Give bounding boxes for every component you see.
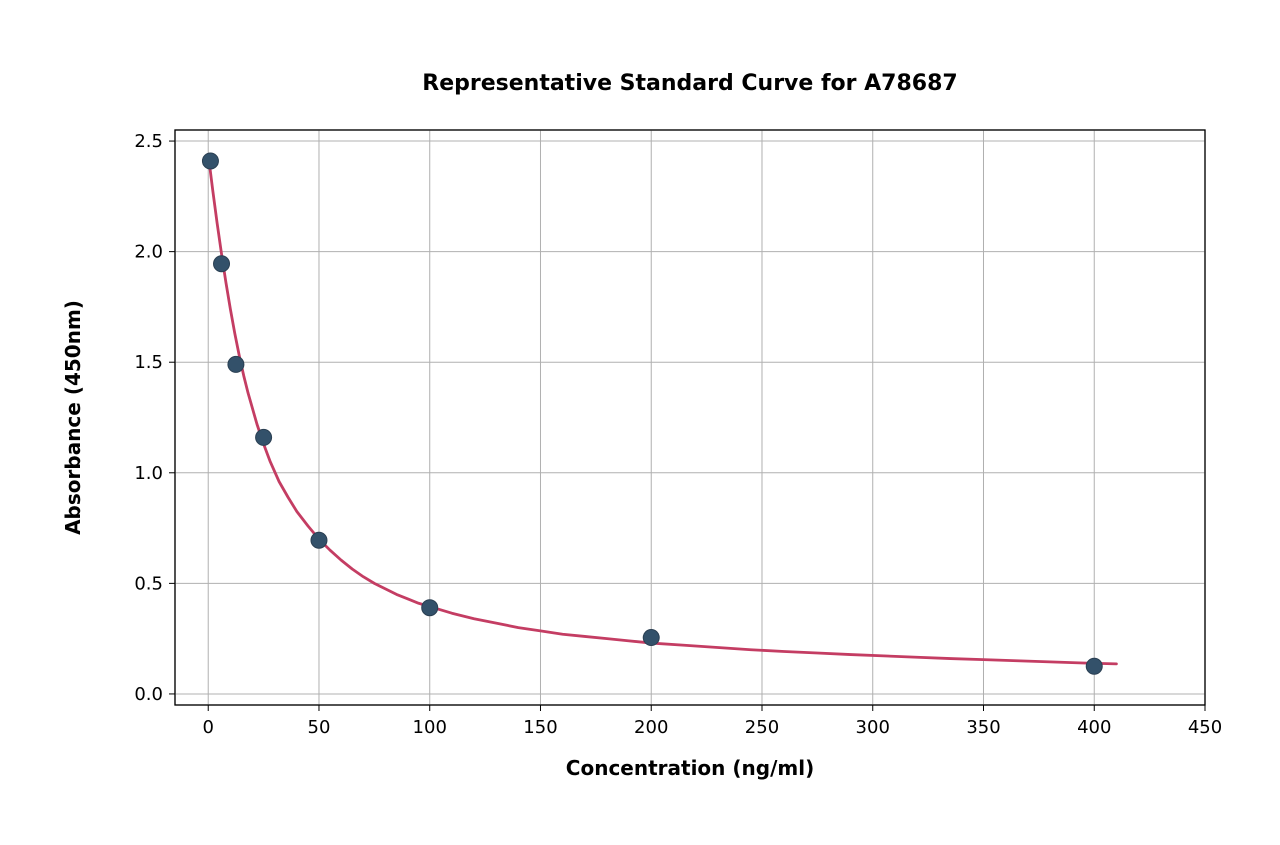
data-point <box>228 356 244 372</box>
y-tick-label: 2.0 <box>134 242 163 263</box>
data-point <box>422 600 438 616</box>
data-point <box>256 429 272 445</box>
x-tick-label: 300 <box>856 717 890 738</box>
chart-title: Representative Standard Curve for A78687 <box>422 71 957 96</box>
chart-container: 0 50 100 150 200 250 300 350 400 450 0.0 0.5 1.0 1.5 2… <box>20 20 1260 825</box>
x-tick-label: 250 <box>745 717 779 738</box>
data-point <box>311 532 327 548</box>
x-tick-label: 400 <box>1077 717 1111 738</box>
x-axis-label: Concentration (ng/ml) <box>566 756 814 780</box>
plot-area <box>175 130 1205 705</box>
data-point <box>214 256 230 272</box>
data-point <box>1086 658 1102 674</box>
data-point <box>202 153 218 169</box>
standard-curve-chart: 0 50 100 150 200 250 300 350 400 450 0.0 0.5 1.0 1.5 2… <box>20 20 1260 825</box>
y-tick-label: 1.0 <box>134 463 163 484</box>
y-tick-label: 2.5 <box>134 131 163 152</box>
x-tick-label: 200 <box>634 717 668 738</box>
y-tick-label: 1.5 <box>134 352 163 373</box>
x-tick-label: 0 <box>202 717 213 738</box>
x-tick-label: 100 <box>413 717 447 738</box>
y-tick-label: 0.0 <box>134 684 163 705</box>
y-tick-label: 0.5 <box>134 573 163 594</box>
x-tick-label: 50 <box>308 717 331 738</box>
data-point <box>643 630 659 646</box>
y-axis-label: Absorbance (450nm) <box>61 300 85 535</box>
x-tick-label: 150 <box>523 717 557 738</box>
x-tick-label: 450 <box>1188 717 1222 738</box>
x-tick-label: 350 <box>966 717 1000 738</box>
